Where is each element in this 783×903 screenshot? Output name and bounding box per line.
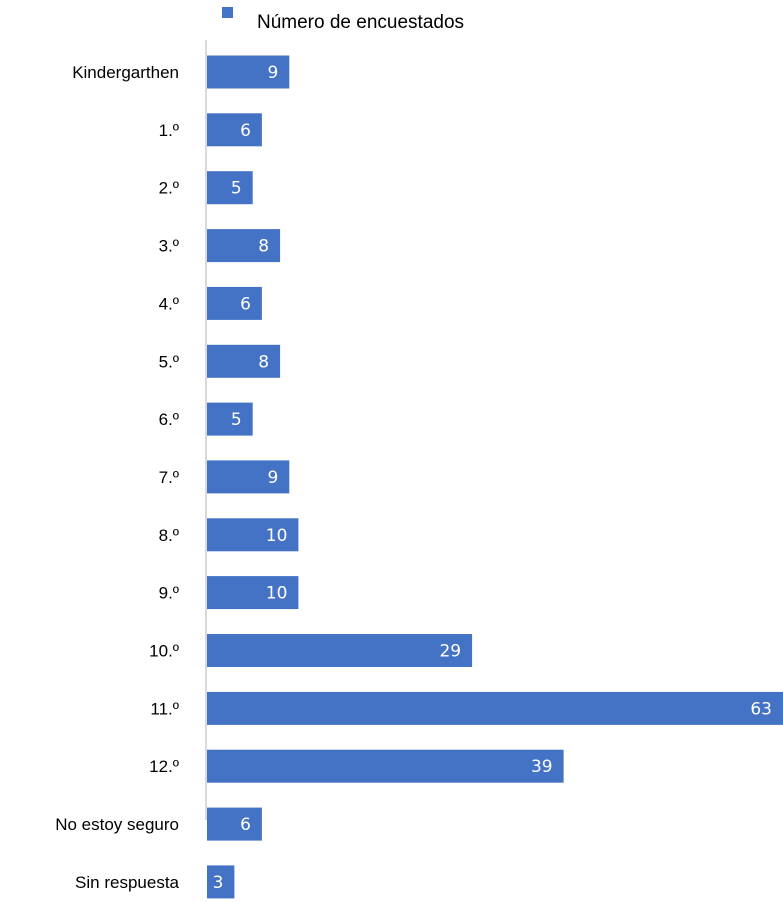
category-label: 3.º — [159, 237, 179, 256]
category-labels: Kindergarthen 1.º 2.º 3.º 4.º 5.º 6.º 7.º 8.º 9.º… — [55, 63, 179, 892]
bars — [207, 55, 783, 899]
data-label: 10 — [266, 584, 288, 604]
category-label: 5.º — [159, 352, 179, 371]
data-label: 8 — [258, 352, 269, 372]
data-label: 9 — [267, 63, 278, 83]
category-label: 6.º — [159, 410, 179, 429]
bar — [207, 576, 299, 610]
bar — [207, 865, 235, 899]
data-label: 29 — [439, 642, 461, 662]
bar — [207, 749, 564, 783]
category-label: 11.º — [150, 699, 179, 718]
bar — [207, 344, 281, 378]
category-label: 10.º — [149, 642, 179, 661]
category-label: Kindergarthen — [72, 63, 179, 82]
bar — [207, 691, 783, 725]
category-label: 1.º — [159, 121, 179, 140]
category-label: 8.º — [159, 526, 179, 545]
bar — [207, 55, 290, 89]
data-label: 6 — [240, 294, 251, 314]
bar — [207, 807, 262, 841]
category-label: 2.º — [159, 179, 179, 198]
bar — [207, 518, 299, 552]
legend-label: Número de encuestados — [257, 12, 464, 33]
data-label: 6 — [240, 121, 251, 141]
category-label: 12.º — [149, 757, 179, 776]
bar — [207, 171, 253, 205]
bar — [207, 460, 290, 494]
data-label: 5 — [231, 410, 242, 430]
category-label: 9.º — [159, 584, 179, 603]
data-label: 6 — [240, 815, 251, 835]
category-label: 4.º — [159, 294, 179, 313]
legend-swatch — [222, 7, 233, 18]
data-label: 10 — [266, 526, 288, 546]
category-label: Sin respuesta — [75, 873, 179, 892]
bar — [207, 286, 262, 320]
bar — [207, 402, 253, 436]
category-label: 7.º — [159, 468, 179, 487]
data-label: 63 — [750, 699, 772, 719]
data-label: 39 — [531, 757, 553, 777]
bar — [207, 113, 262, 147]
data-label: 3 — [213, 873, 224, 893]
category-label: No estoy seguro — [55, 815, 179, 834]
bar — [207, 229, 281, 263]
bar — [207, 634, 473, 667]
data-label: 8 — [258, 237, 269, 257]
data-label: 5 — [231, 179, 242, 199]
data-label: 9 — [267, 468, 278, 488]
legend: Número de encuestados — [222, 7, 464, 33]
